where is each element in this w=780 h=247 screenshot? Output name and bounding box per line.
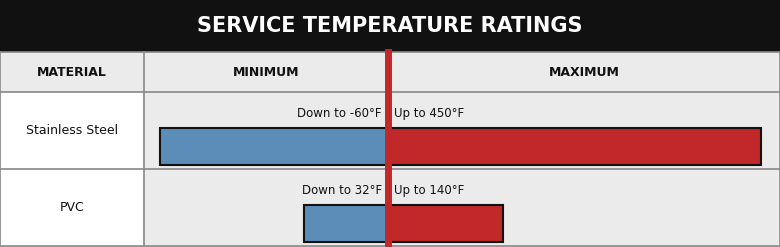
Bar <box>0 169 144 246</box>
Text: MATERIAL: MATERIAL <box>37 65 107 79</box>
Bar <box>304 205 388 242</box>
Text: Stainless Steel: Stainless Steel <box>26 124 119 137</box>
Bar <box>160 128 388 165</box>
Bar <box>0 92 144 169</box>
Text: MINIMUM: MINIMUM <box>232 65 300 79</box>
Bar <box>0 52 780 247</box>
Text: Up to 450°F: Up to 450°F <box>394 107 464 120</box>
Text: Up to 140°F: Up to 140°F <box>394 184 464 197</box>
Text: Down to 32°F: Down to 32°F <box>302 184 381 197</box>
Text: PVC: PVC <box>60 201 84 214</box>
Bar <box>388 205 503 242</box>
Bar <box>388 128 760 165</box>
Text: MAXIMUM: MAXIMUM <box>548 65 619 79</box>
Bar <box>0 0 780 52</box>
Text: SERVICE TEMPERATURE RATINGS: SERVICE TEMPERATURE RATINGS <box>197 16 583 36</box>
Text: Down to -60°F: Down to -60°F <box>297 107 381 120</box>
